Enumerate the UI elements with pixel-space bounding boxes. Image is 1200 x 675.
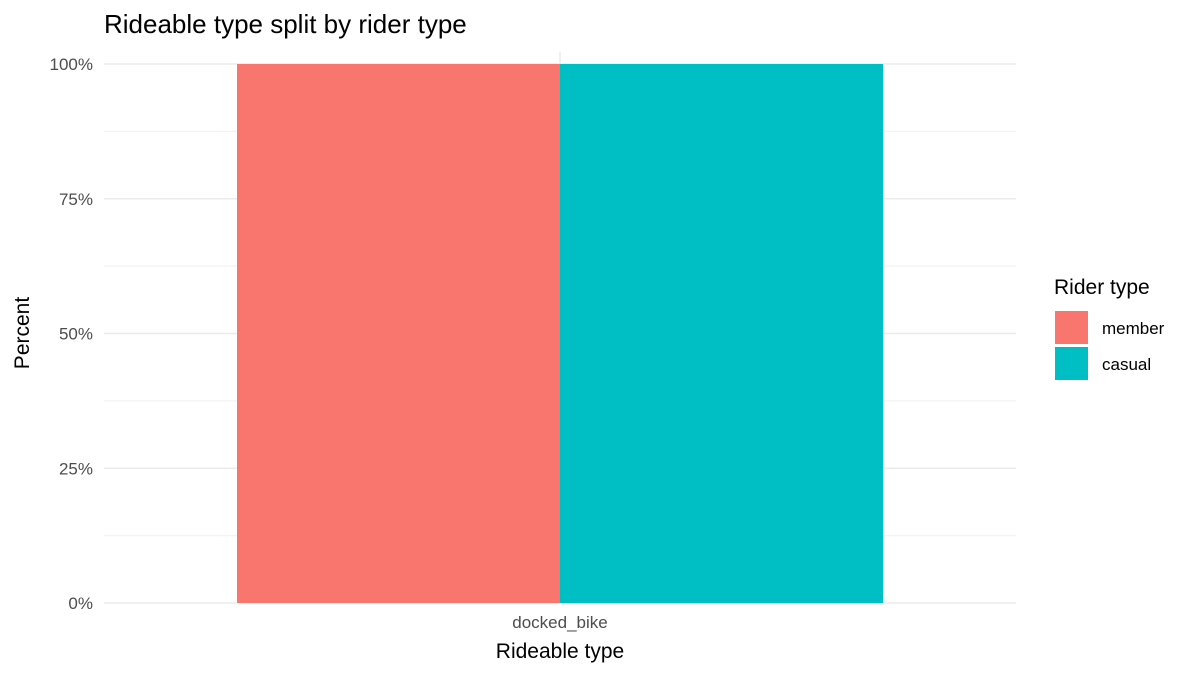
legend-label-casual: casual <box>1102 355 1151 374</box>
axes: Rideable type Percent <box>11 297 624 663</box>
bars: docked_bike <box>237 64 883 632</box>
legend-title: Rider type <box>1054 276 1150 299</box>
chart-title: Rideable type split by rider type <box>104 9 467 39</box>
bar-casual <box>560 64 883 603</box>
y-axis-title: Percent <box>11 297 34 370</box>
legend-label-member: member <box>1102 319 1165 338</box>
y-tick-label: 50% <box>59 325 93 344</box>
y-tick-label: 100% <box>50 55 93 74</box>
y-tick-label: 0% <box>68 594 93 613</box>
legend-swatch-member <box>1055 311 1088 344</box>
bar-member <box>237 64 560 603</box>
y-tick-label: 75% <box>59 190 93 209</box>
y-tick-label: 25% <box>59 459 93 478</box>
x-tick-label: docked_bike <box>512 613 607 632</box>
legend: Rider type member casual <box>1054 276 1165 380</box>
legend-swatch-casual <box>1055 347 1088 380</box>
x-axis-title: Rideable type <box>496 640 624 663</box>
